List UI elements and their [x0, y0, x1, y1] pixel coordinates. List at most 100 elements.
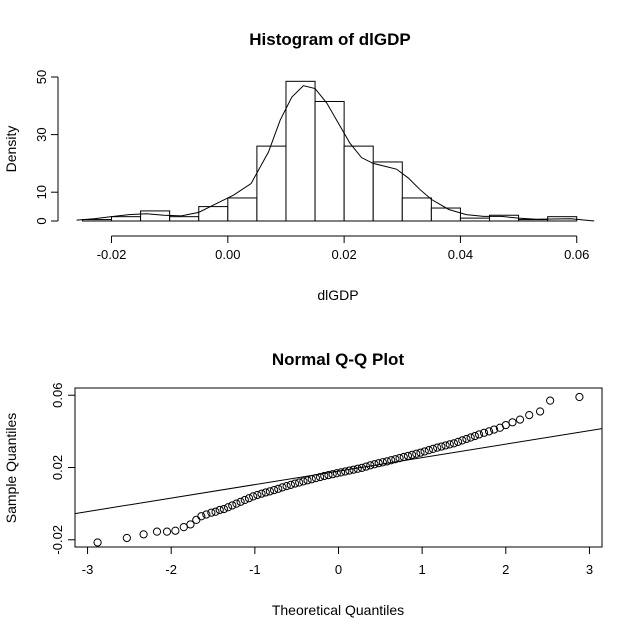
qq-point — [253, 490, 262, 500]
x-tick-label: 0 — [335, 562, 342, 577]
qq-point — [403, 451, 413, 461]
qq-point — [311, 474, 321, 483]
qq-point — [299, 477, 308, 486]
y-tick-label: 10 — [34, 185, 49, 199]
y-tick-label: 50 — [34, 70, 49, 84]
qq-point — [474, 430, 484, 439]
qq-point — [223, 503, 233, 512]
qq-point — [535, 407, 545, 416]
x-tick-label: -0.02 — [97, 247, 127, 262]
histogram-bar — [314, 100, 345, 222]
qq-point — [546, 396, 555, 405]
x-axis-label: dlGDP — [317, 287, 358, 303]
qq-point — [336, 468, 346, 477]
histogram-bar — [140, 210, 171, 222]
qq-point — [171, 526, 180, 535]
qq-point — [357, 463, 367, 472]
qq-point — [139, 530, 148, 539]
qq-point — [370, 460, 379, 469]
qq-point — [345, 466, 354, 475]
qq-point — [424, 446, 433, 455]
qq-point — [489, 425, 499, 434]
qq-point — [341, 467, 350, 476]
qq-point — [349, 465, 358, 474]
qq-point — [244, 494, 254, 503]
qq-point — [282, 482, 291, 491]
histogram-bar — [111, 216, 142, 222]
qq-point — [278, 483, 287, 492]
x-tick-label: 0.02 — [331, 247, 356, 262]
qq-point — [211, 507, 220, 516]
y-axis-label: Sample Quantiles — [3, 413, 19, 524]
y-tick-label: 0.02 — [50, 455, 65, 480]
qq-point — [274, 484, 283, 493]
qq-point — [484, 427, 494, 436]
qq-point — [332, 469, 341, 478]
qq-point — [228, 501, 237, 510]
qq-point — [408, 450, 417, 459]
y-tick-label: -0.02 — [50, 525, 65, 555]
qq-point — [179, 523, 188, 532]
qq-point — [382, 457, 392, 466]
qq-plot-panel: Normal Q-Q Plot -3 -2 -1 0 1 2 3 Theoretical Qua… — [3, 350, 603, 618]
qq-point — [315, 472, 325, 482]
histogram-bar — [518, 219, 549, 222]
x-tick-label: 1 — [419, 562, 426, 577]
qq-point — [353, 464, 362, 473]
y-tick-label: 0 — [34, 217, 49, 224]
qq-point — [186, 520, 195, 529]
qq-point — [307, 475, 316, 484]
qq-point — [265, 487, 275, 496]
qq-point — [192, 515, 201, 524]
qq-point — [416, 448, 425, 457]
qq-point — [399, 452, 408, 462]
qq-point — [366, 461, 375, 470]
qq-point — [470, 431, 479, 441]
histogram-bar — [372, 161, 403, 222]
qq-point — [257, 489, 266, 498]
qq-point — [433, 443, 442, 452]
plot-frame — [74, 387, 603, 548]
histogram-bar — [256, 145, 287, 222]
qq-point — [249, 492, 258, 501]
x-tick-label: -3 — [82, 562, 94, 577]
qq-point — [269, 485, 279, 495]
qq-point — [466, 433, 475, 442]
qq-point — [454, 437, 463, 446]
x-tick-label: 0.00 — [215, 247, 240, 262]
qq-point — [320, 471, 329, 481]
qq-point — [236, 497, 245, 506]
qq-point — [437, 442, 446, 451]
qq-point — [197, 512, 206, 521]
qq-point — [515, 415, 525, 424]
qq-point — [122, 533, 131, 543]
qq-point — [458, 436, 467, 445]
x-tick-label: 0.06 — [564, 247, 589, 262]
qq-point — [501, 420, 510, 430]
histogram-bar — [285, 80, 316, 222]
qq-point — [215, 505, 224, 515]
x-tick-label: -2 — [165, 562, 177, 577]
qq-point — [324, 470, 333, 480]
qq-point — [462, 434, 471, 444]
qq-point — [391, 455, 400, 464]
qq-point — [362, 462, 371, 471]
qq-point — [207, 508, 216, 517]
x-tick-label: -1 — [249, 562, 261, 577]
qq-point — [93, 538, 102, 547]
histogram-title: Histogram of dlGDP — [249, 30, 411, 49]
qq-point — [328, 470, 337, 479]
qq-point — [508, 418, 517, 427]
qq-point — [412, 449, 421, 458]
qq-point — [286, 480, 295, 489]
x-tick-label: 3 — [586, 562, 593, 577]
histogram-bar — [198, 206, 229, 222]
qq-point — [395, 454, 404, 463]
x-tick-label: 0.04 — [448, 247, 473, 262]
qq-point — [575, 392, 584, 402]
histogram-bar — [430, 207, 461, 222]
histogram-bar — [227, 197, 258, 222]
x-tick-label: 2 — [502, 562, 509, 577]
x-axis-label: Theoretical Quantiles — [272, 602, 404, 618]
qq-point — [240, 495, 249, 505]
